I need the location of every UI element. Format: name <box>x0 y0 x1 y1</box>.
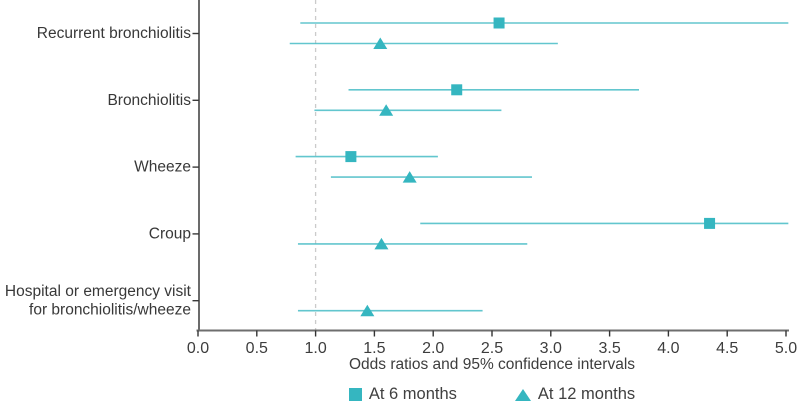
triangle-marker-icon <box>514 388 531 401</box>
marker-triangle <box>373 37 388 49</box>
x-tick-label: 5.0 <box>775 340 797 357</box>
category-label: Wheeze <box>134 159 191 176</box>
marker-triangle <box>374 237 389 250</box>
category-label: Recurrent bronchiolitis <box>37 25 191 42</box>
x-tick-label: 3.0 <box>540 340 562 357</box>
legend-item-12-months: At 12 months <box>514 385 636 404</box>
category-label: Bronchiolitis <box>107 92 191 109</box>
marker-triangle <box>402 171 417 183</box>
category-label: Hospital or emergency visit <box>5 283 192 300</box>
x-tick-label: 4.0 <box>657 340 679 357</box>
marker-square <box>345 151 357 163</box>
x-tick-label: 0.5 <box>246 340 268 357</box>
x-tick-label: 1.0 <box>304 340 326 357</box>
chart-svg: 0.0 0.5 1.0 1.5 2.0 2.5 3.0 3.5 4.0 4.5 5.0 Recurre… <box>5 0 797 357</box>
marker-square <box>451 84 463 96</box>
legend-item-6-months: At 6 months <box>348 385 457 404</box>
category-label: Croup <box>149 225 191 242</box>
marker-triangle <box>379 104 394 116</box>
x-tick-label: 2.0 <box>422 340 444 357</box>
x-tick-label: 0.0 <box>187 340 209 357</box>
x-tick-label: 1.5 <box>363 340 385 357</box>
chart-legend: At 6 months At 12 months <box>198 385 786 404</box>
legend-label-6-months: At 6 months <box>368 385 457 403</box>
x-tick-label: 4.5 <box>716 340 738 357</box>
legend-label-12-months: At 12 months <box>537 385 636 403</box>
x-axis-title: Odds ratios and 95% confidence intervals <box>348 356 636 373</box>
category-label: for bronchiolitis/wheeze <box>29 301 191 318</box>
x-tick-label: 3.5 <box>598 340 620 357</box>
square-marker-icon <box>348 388 362 401</box>
marker-square <box>704 217 716 229</box>
marker-triangle <box>360 304 375 317</box>
marker-square <box>493 17 505 29</box>
x-tick-label: 2.5 <box>481 340 503 357</box>
